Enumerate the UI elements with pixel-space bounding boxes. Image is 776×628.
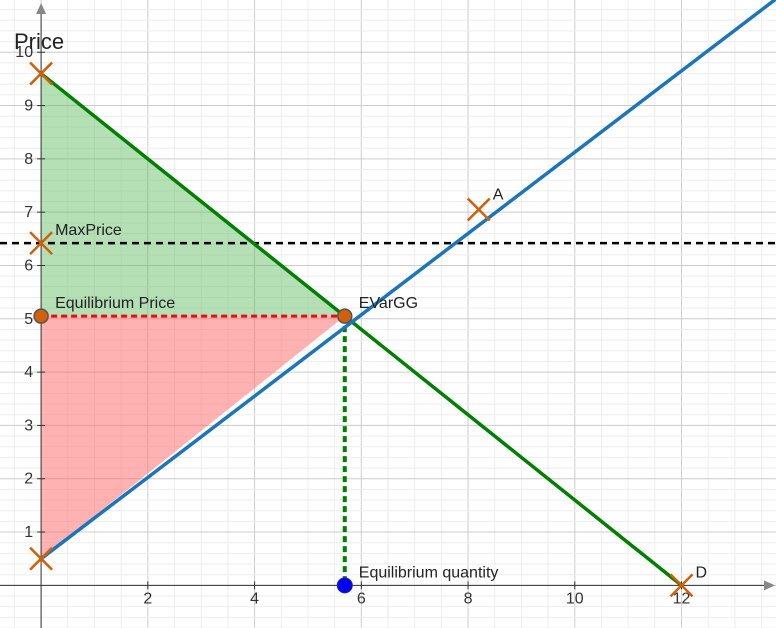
y-tick-label: 10 — [15, 44, 33, 61]
y-tick-label: 8 — [24, 151, 33, 168]
y-tick-label: 7 — [24, 204, 33, 221]
y-axis-arrow-icon — [36, 3, 47, 14]
labels: A D MaxPrice Equilibrium Price EVarGG Equilib… — [55, 187, 707, 582]
x-tick-label: 6 — [357, 590, 366, 607]
x-tick-label: 8 — [464, 590, 473, 607]
equilibrium-price-label: Equilibrium Price — [55, 295, 175, 312]
curves — [0, 0, 776, 588]
points — [29, 61, 694, 598]
y-tick-label: 5 — [24, 311, 33, 328]
equilibrium-quantity-dot — [336, 577, 353, 594]
cross-stroke — [29, 61, 53, 86]
x-axis-arrow-icon — [764, 580, 775, 591]
cross-stroke — [29, 231, 53, 255]
y-tick-label: 3 — [24, 417, 33, 434]
y-tick-label: 2 — [24, 471, 33, 488]
producer-surplus-region — [41, 316, 345, 559]
curve-endpoint-cross-marker — [29, 546, 53, 571]
y-tick-label: 4 — [24, 364, 33, 381]
a-label: A — [493, 187, 504, 204]
x-tick-label: 2 — [143, 590, 152, 607]
supply-curve — [39, 0, 776, 561]
x-tick-label: 4 — [250, 590, 259, 607]
curve-endpoint-cross-marker — [29, 61, 53, 86]
y-tick-label: 9 — [24, 98, 33, 115]
equilibrium-quantity-label: Equilibrium quantity — [359, 564, 499, 581]
d-label: D — [696, 564, 708, 581]
x-tick-label: 10 — [566, 590, 584, 607]
y-tick-label: 6 — [24, 257, 33, 274]
cross-stroke — [669, 573, 694, 598]
y-axis-label: Price — [14, 29, 64, 54]
cross-stroke — [29, 546, 53, 571]
evargg-label: EVarGG — [359, 295, 418, 312]
cross-stroke — [466, 197, 491, 222]
evargg-dot — [337, 308, 353, 324]
d-cross-marker — [669, 573, 694, 598]
demand-curve — [39, 71, 684, 588]
a-cross-marker — [466, 197, 491, 222]
y-tick-label: 1 — [24, 524, 33, 541]
x-tick-label: 12 — [673, 590, 691, 607]
maxprice-cross-marker — [29, 231, 53, 255]
equilibrium-price-dot — [33, 308, 49, 324]
maxprice-label: MaxPrice — [55, 222, 122, 239]
